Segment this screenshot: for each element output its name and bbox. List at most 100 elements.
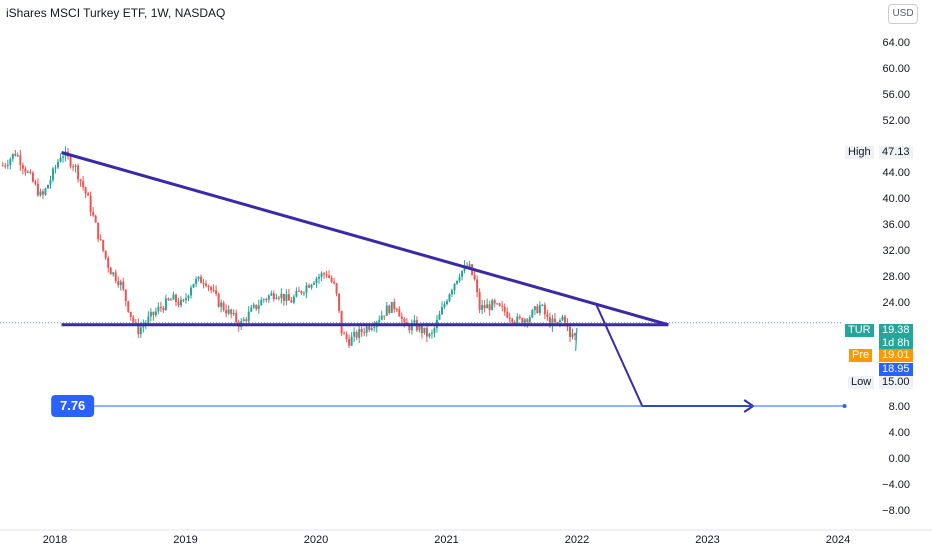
- candle-body: [109, 267, 112, 275]
- candle-body: [102, 240, 105, 251]
- candle-body: [312, 282, 315, 285]
- candle-body: [174, 294, 177, 303]
- candle-body: [99, 239, 102, 241]
- candle-body: [119, 281, 122, 286]
- candle-body: [132, 317, 135, 323]
- candle-body: [571, 333, 574, 338]
- candle-body: [423, 327, 426, 334]
- candle-body: [473, 274, 476, 280]
- candle-body: [39, 191, 42, 196]
- candle-body: [390, 301, 393, 313]
- candle-body: [330, 277, 333, 282]
- candle-body: [222, 302, 225, 310]
- candle-body: [6, 164, 9, 166]
- candle-body: [205, 283, 208, 286]
- candle-body: [275, 297, 278, 299]
- candle-body: [97, 222, 100, 240]
- candle-body: [46, 185, 49, 189]
- candle-body: [353, 332, 356, 337]
- candle-body: [568, 326, 571, 338]
- currency-button[interactable]: USD: [888, 4, 918, 24]
- symbol-tag: TUR: [845, 324, 874, 337]
- candle-wick: [575, 327, 578, 351]
- candle-body: [277, 297, 280, 299]
- candle-body: [36, 183, 39, 196]
- candle-body: [21, 165, 24, 169]
- candle-body: [167, 298, 170, 300]
- candle-body: [393, 301, 396, 310]
- candle-body: [242, 319, 245, 322]
- candle-body: [513, 322, 516, 324]
- last-price-tag: 19.38: [879, 324, 913, 337]
- candle-body: [355, 332, 358, 338]
- y-tick-label: −8.00: [882, 505, 910, 517]
- projection-arrow[interactable]: [595, 304, 754, 407]
- candle-body: [318, 276, 321, 279]
- candle-body: [250, 307, 253, 312]
- candle-body: [395, 309, 398, 311]
- candle-body: [446, 301, 449, 305]
- candle-body: [345, 334, 348, 340]
- candle-body: [433, 328, 436, 333]
- price-axis: 64.00 60.00 56.00 52.00 44.00 40.00 36.00 32.00…: [882, 37, 910, 517]
- candle-body: [197, 276, 200, 279]
- candle-body: [51, 168, 54, 180]
- candle-body: [508, 317, 511, 319]
- candle-body: [365, 326, 368, 333]
- target-line-end[interactable]: [842, 404, 847, 408]
- candle-body: [207, 285, 210, 287]
- candle-body: [252, 304, 255, 308]
- y-tick-label: 44.00: [882, 167, 910, 179]
- y-tick-label: 52.00: [882, 115, 910, 127]
- candle-body: [202, 283, 205, 285]
- y-tick-label: 64.00: [882, 37, 910, 49]
- candle-body: [380, 315, 383, 320]
- candle-body: [124, 289, 127, 302]
- candle-body: [192, 283, 195, 288]
- candle-body: [179, 299, 182, 306]
- candle-body: [31, 172, 34, 182]
- candle-body: [122, 281, 125, 290]
- candle-body: [162, 307, 165, 311]
- target-label-box[interactable]: [51, 395, 95, 417]
- candle-body: [476, 279, 479, 293]
- candle-body: [501, 305, 504, 307]
- x-tick-label: 2021: [434, 534, 458, 546]
- candle-body: [370, 328, 373, 330]
- candle-body: [563, 316, 566, 323]
- candle-body: [9, 158, 12, 165]
- x-tick-label: 2019: [173, 534, 197, 546]
- candle-body: [104, 250, 107, 258]
- candle-body: [468, 264, 471, 268]
- candle-body: [506, 311, 509, 318]
- candle-body: [212, 289, 215, 291]
- descending-trendline[interactable]: [61, 151, 669, 327]
- candle-body: [267, 295, 270, 300]
- candle-body: [92, 212, 95, 216]
- candle-body: [74, 165, 77, 167]
- candle-body: [79, 179, 82, 182]
- x-tick-label: 2020: [304, 534, 328, 546]
- candle-body: [77, 165, 80, 180]
- candle-body: [215, 290, 218, 294]
- x-tick-label: 2018: [43, 534, 67, 546]
- candle-body: [157, 306, 160, 312]
- candle-body: [425, 327, 428, 337]
- candle-body: [456, 280, 459, 284]
- x-tick-label: 2024: [826, 534, 850, 546]
- candle-body: [247, 311, 250, 322]
- candle-body: [358, 328, 361, 338]
- candle-body: [523, 319, 526, 324]
- drawings-layer: 7.76: [0, 151, 847, 417]
- candle-body: [541, 304, 544, 306]
- candle-body: [14, 153, 17, 156]
- candle-body: [561, 316, 564, 321]
- candle-body: [483, 305, 486, 309]
- candle-body: [413, 320, 416, 323]
- candle-body: [260, 300, 263, 306]
- candle-body: [368, 326, 371, 330]
- candle-body: [373, 327, 376, 329]
- candle-body: [481, 305, 484, 310]
